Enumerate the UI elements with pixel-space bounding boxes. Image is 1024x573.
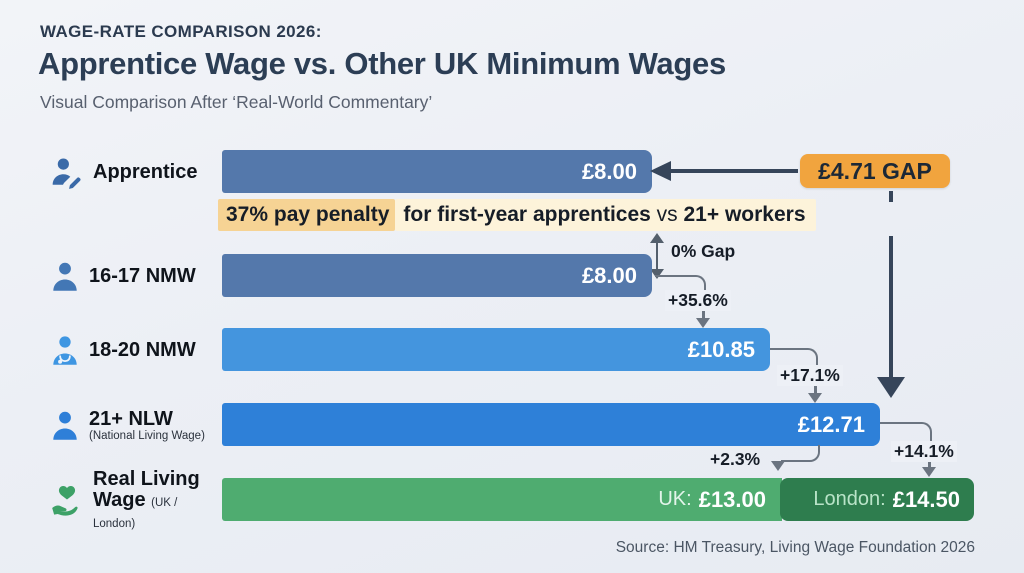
row-label-16-17-nmw: 16-17 NMW bbox=[50, 256, 218, 296]
person-writing-icon bbox=[52, 158, 81, 189]
row-label-18-20-nmw: 18-20 NMW bbox=[50, 330, 218, 370]
pct-14-arrow-head bbox=[922, 467, 936, 477]
row-label-text: 18-20 NMW bbox=[89, 338, 196, 361]
row-label-text: Apprentice bbox=[93, 160, 198, 183]
gap-vertical-dash bbox=[889, 191, 893, 202]
pct-2-arrow-head bbox=[771, 461, 785, 471]
bar-value: £14.50 bbox=[892, 486, 960, 512]
page-subtitle: Visual Comparison After ‘Real-World Comm… bbox=[40, 92, 433, 112]
person-stethoscope-icon bbox=[53, 336, 77, 365]
row-label-text: 21+ NLW bbox=[89, 407, 173, 430]
pct-14-connector bbox=[880, 422, 932, 448]
uk-prefix: UK: bbox=[658, 488, 692, 510]
bar-value: £8.00 bbox=[581, 158, 637, 184]
bar-value: £10.85 bbox=[687, 336, 755, 362]
zero-gap-down-arrow bbox=[650, 269, 664, 279]
pct-14-label: +14.1% bbox=[891, 441, 957, 462]
row-label-21-nlw: 21+ NLW (National Living Wage) bbox=[50, 404, 218, 446]
bar-real-living-wage-uk: UK: £13.00 bbox=[222, 478, 782, 521]
gap-vertical-arrow-line bbox=[889, 236, 893, 378]
bar-value: £12.71 bbox=[797, 411, 865, 437]
gap-badge: £4.71 GAP bbox=[800, 154, 950, 188]
pct-17-connector bbox=[770, 348, 818, 370]
bar-16-17-nmw: £8.00 bbox=[222, 254, 652, 297]
pct-2-label: +2.3% bbox=[710, 449, 761, 469]
pct-17-arrow-head bbox=[808, 393, 822, 403]
gap-arrow-left-head bbox=[650, 161, 671, 181]
person-icon bbox=[53, 411, 77, 440]
row-label-real-living-wage: Real Living Wage (UK / London) bbox=[50, 468, 218, 530]
bar-18-20-nmw: £10.85 bbox=[222, 328, 770, 371]
pay-penalty-rest: for first-year apprentices vs 21+ worker… bbox=[395, 199, 816, 231]
row-sublabel-text: (National Living Wage) bbox=[89, 429, 205, 442]
pay-penalty-callout: 37% pay penalty for first-year apprentice… bbox=[218, 199, 816, 231]
pay-penalty-strong: 37% pay penalty bbox=[218, 199, 396, 231]
zero-gap-up-arrow bbox=[650, 233, 664, 243]
pct-2-connector bbox=[781, 445, 820, 462]
gap-arrow-line bbox=[670, 169, 798, 173]
row-sublabel-text: (UK / London) bbox=[93, 496, 178, 530]
pct-35-arrow-head bbox=[696, 318, 710, 328]
zero-gap-line bbox=[656, 242, 658, 270]
kicker-text: WAGE-RATE COMPARISON 2026: bbox=[40, 22, 322, 41]
bar-real-living-wage-london: London: £14.50 bbox=[780, 478, 974, 521]
bar-21-nlw: £12.71 bbox=[222, 403, 880, 446]
gap-vertical-arrow-head bbox=[877, 377, 905, 398]
pct-17-label: +17.1% bbox=[777, 365, 843, 386]
pct-35-label: +35.6% bbox=[665, 290, 731, 311]
page-title: Apprentice Wage vs. Other UK Minimum Wag… bbox=[38, 46, 726, 81]
person-icon bbox=[53, 262, 77, 291]
zero-gap-label: 0% Gap bbox=[671, 241, 736, 261]
bar-apprentice: £8.00 bbox=[222, 150, 652, 193]
heart-hand-icon bbox=[52, 486, 78, 516]
bar-value: £8.00 bbox=[581, 262, 637, 288]
pct-35-connector bbox=[655, 275, 706, 297]
row-label-text: Real Living Wage (UK / London) bbox=[93, 467, 200, 530]
london-prefix: London: bbox=[813, 488, 886, 510]
bar-value: £13.00 bbox=[698, 486, 766, 512]
row-label-text: 16-17 NMW bbox=[89, 264, 196, 287]
source-attribution: Source: HM Treasury, Living Wage Foundat… bbox=[615, 539, 975, 556]
row-label-apprentice: Apprentice bbox=[50, 152, 218, 192]
